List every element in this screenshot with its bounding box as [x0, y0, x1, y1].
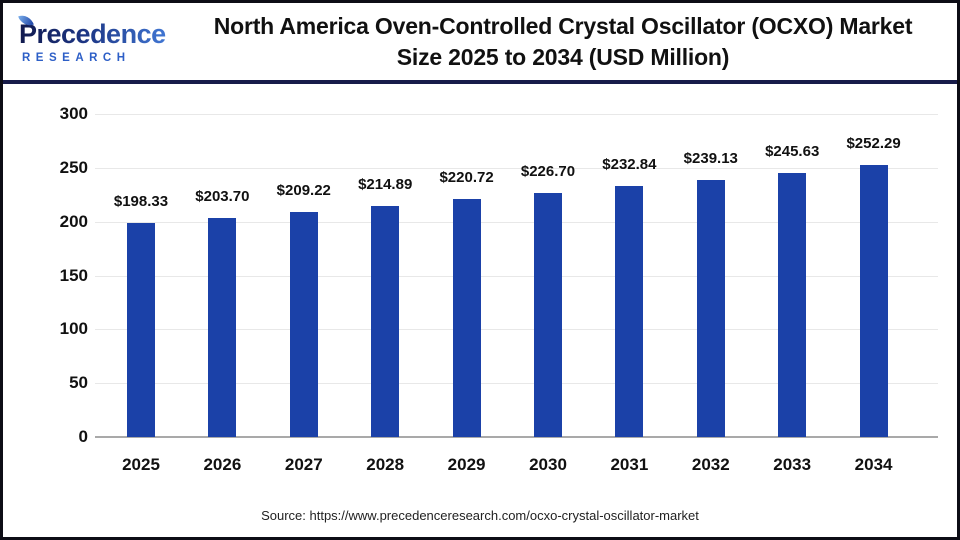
x-axis-tick-label: 2029	[447, 455, 486, 474]
bar-2025	[127, 223, 155, 437]
bar-2032	[696, 179, 725, 437]
x-axis-tick-label: 2034	[854, 455, 893, 474]
bar-2027	[289, 211, 318, 437]
x-axis-tick-label: 2027	[284, 455, 323, 474]
x-axis-tick-label: 2033	[773, 455, 812, 474]
bar-2029	[452, 199, 481, 437]
precedence-research-logo: Precedence RESEARCH	[3, 12, 175, 64]
logo-subtitle: RESEARCH	[22, 52, 131, 64]
gridline	[95, 167, 938, 169]
bar-value-label: $245.63	[765, 142, 820, 160]
bar-value-label: $252.29	[846, 135, 901, 153]
bar-value-label: $226.70	[520, 162, 576, 180]
bar-2033	[778, 172, 807, 437]
y-axis-tick-label: 150	[59, 265, 88, 285]
bar-value-label: $198.33	[113, 193, 169, 211]
bar-chart-plot-area: 0 50 100 150 200 250 300 $198.33 2025 $203.70 2026…	[3, 3, 957, 537]
header: Precedence RESEARCH North America Oven-C…	[3, 3, 957, 84]
y-axis-tick-label: 250	[59, 157, 88, 177]
y-axis-tick-label: 300	[59, 104, 88, 123]
source-text: Source: https://www.precedenceresearch.c…	[261, 508, 699, 523]
x-axis-tick-label: 2025	[122, 455, 160, 474]
bar-value-label: $209.22	[276, 181, 331, 199]
gridline	[95, 329, 938, 331]
x-axis-tick-label: 2030	[529, 455, 567, 474]
chart-title-line1: North America Oven-Controlled Crystal Os…	[213, 12, 913, 39]
gridline	[95, 221, 938, 223]
x-axis-tick-label: 2026	[203, 455, 242, 474]
bar-value-label: $239.13	[683, 149, 738, 167]
y-axis-tick-label: 0	[78, 427, 88, 446]
chart-title-line2: Size 2025 to 2034 (USD Million)	[396, 43, 730, 70]
y-axis-tick-label: 100	[59, 319, 88, 339]
gridline	[95, 383, 938, 385]
bar-value-label: $214.89	[358, 175, 413, 193]
x-axis-tick-label: 2028	[366, 455, 405, 474]
bar-2026	[208, 217, 237, 437]
y-axis-tick-label: 50	[69, 373, 88, 393]
x-axis-tick-label: 2032	[691, 455, 730, 474]
bar-value-label: $232.84	[602, 156, 657, 174]
chart-title: North America Oven-Controlled Crystal Os…	[175, 11, 951, 73]
bar-2034	[859, 165, 888, 437]
bar-2030	[534, 192, 562, 437]
gridline	[95, 114, 938, 115]
logo-wordmark: Precedence	[19, 19, 166, 49]
x-axis-line	[95, 436, 938, 438]
bar-value-label: $220.72	[439, 169, 494, 187]
x-axis-tick-label: 2031	[610, 455, 649, 474]
bar-2028	[371, 205, 400, 437]
bar-value-label: $203.70	[195, 187, 250, 205]
gridline	[95, 275, 938, 277]
y-axis-tick-label: 200	[59, 211, 88, 231]
title-area: North America Oven-Controlled Crystal Os…	[175, 11, 957, 73]
bar-2031	[615, 186, 644, 437]
